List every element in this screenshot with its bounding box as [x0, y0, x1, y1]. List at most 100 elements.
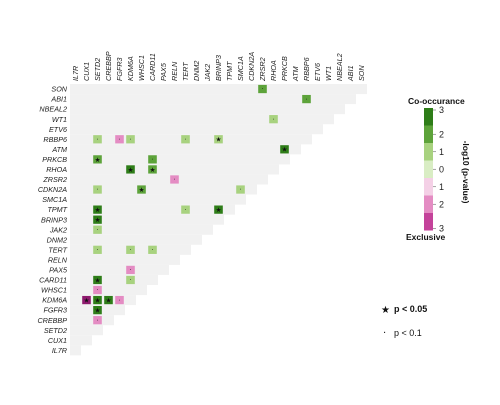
dot-mark: ·	[239, 186, 241, 194]
dot-mark: ·	[261, 85, 263, 93]
legend-ticks: 3 2 1 0 1 2 3	[433, 105, 444, 234]
grid-row-abi1	[70, 94, 356, 105]
sig-key-dot-symbol: ·	[383, 328, 386, 339]
star-mark: ★	[95, 216, 101, 224]
legend-swatch-6	[424, 213, 433, 231]
row-label-dnm2: DNM2	[47, 235, 67, 244]
legend-tick-label-1: 2	[439, 129, 444, 139]
cell-pax5-kdm6a: ·	[126, 265, 135, 274]
row-labels: SONABI1NBEAL2WT1ETV6RBBP6ATMPRKCBRHOAZRS…	[37, 85, 68, 355]
row-label-whsc1: WHSC1	[41, 286, 67, 295]
legend-bottom-label: Exclusive	[406, 232, 445, 242]
cell-tpmt-setd2: ★	[93, 205, 102, 214]
cell-abi1-rbbp6: ·	[302, 94, 311, 103]
cell-fill	[115, 135, 124, 144]
legend-tick-label-4: 1	[439, 182, 444, 192]
star-mark: ★	[216, 206, 222, 214]
cell-rbbp6-fgfr3: ·	[115, 135, 124, 143]
cell-kdm6a-fgfr3: ·	[115, 295, 124, 305]
grid-row-cux1	[70, 335, 92, 346]
legend-swatch-1	[424, 125, 433, 143]
row-label-etv6: ETV6	[49, 125, 67, 134]
dot-mark: ·	[96, 286, 98, 294]
grid-row-il7r	[70, 345, 81, 356]
cell-fill	[93, 316, 102, 325]
dot-mark: ·	[96, 316, 98, 324]
cell-fill	[148, 245, 157, 254]
cell-fill	[115, 295, 124, 305]
col-label-dnm2: DNM2	[192, 61, 201, 81]
col-label-brinp3: BRINP3	[214, 55, 223, 81]
row-label-tpmt: TPMT	[47, 205, 67, 214]
grid-row-crebbp	[70, 315, 114, 326]
legend-swatch-5	[424, 195, 433, 213]
row-label-nbeal2: NBEAL2	[39, 105, 67, 114]
grid-row-cdkn2a	[70, 184, 257, 195]
row-label-kdm6a: KDM6A	[42, 296, 67, 305]
grid-row-son	[70, 84, 367, 95]
col-label-nbeal2: NBEAL2	[335, 53, 344, 81]
cell-fill	[93, 205, 102, 214]
dot-mark: ·	[129, 266, 131, 274]
star-mark: ★	[216, 136, 222, 144]
dot-mark: ·	[129, 276, 131, 284]
grid-row-jak2	[70, 224, 213, 235]
star-mark: ★	[150, 166, 156, 174]
col-label-son: SON	[357, 65, 366, 81]
cell-zrsr2-reln: ·	[170, 175, 179, 184]
col-label-kdm6a: KDM6A	[126, 56, 135, 81]
row-label-wt1: WT1	[52, 115, 67, 124]
dot-mark: ·	[118, 296, 120, 304]
cell-atm-prkcb: ★	[280, 145, 289, 154]
dot-mark: ·	[151, 156, 153, 164]
legend-tick-label-2: 1	[439, 147, 444, 157]
cell-fill	[181, 135, 190, 144]
star-mark: ★	[95, 307, 101, 315]
cell-brinp3-setd2: ★	[93, 215, 102, 224]
col-label-atm: ATM	[291, 66, 300, 82]
row-label-smc1a: SMC1A	[42, 195, 67, 204]
cell-fill	[170, 175, 179, 184]
grid-row-prkcb	[70, 154, 290, 165]
dot-mark: ·	[129, 135, 131, 143]
grid-row-pax5	[70, 264, 169, 275]
col-label-il7r: IL7R	[71, 66, 80, 81]
cell-card11-setd2: ★	[93, 275, 102, 285]
grid-row-rhoa	[70, 164, 279, 175]
legend-tick-label-6: 3	[439, 224, 444, 234]
cell-fill	[126, 165, 135, 174]
row-label-atm: ATM	[51, 145, 67, 154]
row-label-card11: CARD11	[39, 276, 67, 285]
dot-mark: ·	[96, 135, 98, 143]
heatmap-grid	[70, 84, 367, 356]
cell-fill	[236, 185, 245, 194]
cell-fill	[269, 115, 278, 124]
cell-wt1-rhoa: ·	[269, 115, 278, 123]
sig-key-star-label: p < 0.05	[394, 304, 427, 314]
cell-fill	[126, 275, 135, 285]
dot-mark: ·	[118, 135, 120, 143]
cell-fill	[93, 275, 102, 285]
cell-fill	[126, 245, 135, 254]
legend-tick-label-3: 0	[439, 164, 444, 174]
star-mark: ★	[95, 206, 101, 214]
col-label-cdkn2a: CDKN2A	[247, 52, 256, 81]
dot-mark: ·	[305, 95, 307, 103]
star-mark: ★	[95, 276, 101, 284]
grid-row-rbbp6	[70, 134, 312, 145]
star-mark: ★	[139, 186, 145, 194]
heatmap-cells: ···· · · · ★★★ ·★ ★·· ★ ·★ · ★★·· · ··★ ··★ ★ ★ ·★·	[82, 84, 311, 325]
cell-tpmt-brinp3: ★	[214, 205, 223, 214]
cell-rhoa-card11: ★	[148, 165, 157, 174]
col-label-tpmt: TPMT	[225, 61, 234, 81]
row-label-son: SON	[51, 85, 67, 94]
cell-kdm6a-cux1: ★	[82, 295, 91, 304]
row-label-brinp3: BRINP3	[41, 215, 67, 224]
legend-axis-title: -log10 (p-value)	[461, 141, 471, 204]
legend-swatch-2	[424, 143, 433, 161]
dot-mark: ·	[96, 186, 98, 194]
row-label-abi1: ABI1	[50, 95, 67, 104]
row-label-rhoa: RHOA	[46, 165, 67, 174]
cell-fill	[126, 135, 135, 144]
